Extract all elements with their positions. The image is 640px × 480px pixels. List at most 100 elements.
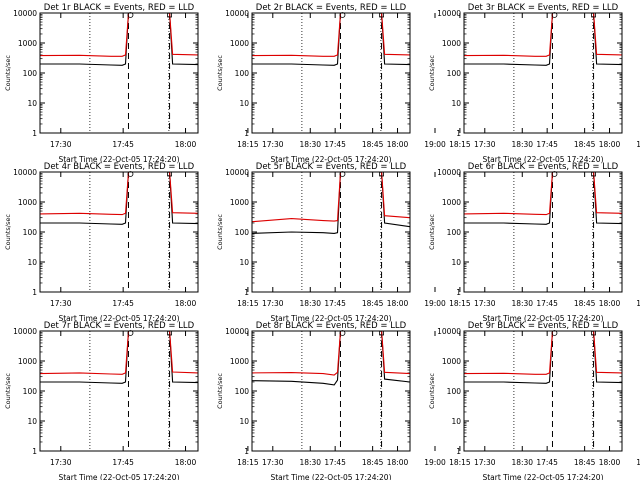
x-tick-label: 18:45 xyxy=(574,140,596,149)
y-axis-label: Counts/sec xyxy=(216,214,224,250)
x-tick-label: 18:00 xyxy=(387,458,409,467)
y-tick-label: 10000 xyxy=(225,9,249,18)
x-tick-label: 17:45 xyxy=(112,299,134,308)
y-tick-label: 1000 xyxy=(18,198,37,207)
x-tick-label: 19:00 xyxy=(636,299,640,308)
x-tick-label: 17:30 xyxy=(262,140,284,149)
panel-title: Det 9r BLACK = Events, RED = LLD xyxy=(468,321,619,331)
events-line xyxy=(40,171,130,225)
y-tick-label: 1000 xyxy=(442,198,461,207)
detector-panel-2: Det 2r BLACK = Events, RED = LLD Start Ti… xyxy=(216,3,640,164)
y-tick-label: 10 xyxy=(27,258,37,267)
x-axis-label: Start Time (22-Oct-05 17:24:20) xyxy=(270,155,391,164)
events-line xyxy=(252,12,342,66)
plot-frame xyxy=(251,171,411,293)
lld-line xyxy=(463,330,554,375)
y-tick-label: 1 xyxy=(244,129,249,138)
y-tick-label: 10000 xyxy=(13,327,37,336)
x-tick-label: 17:45 xyxy=(324,299,346,308)
y-tick-label: 1000 xyxy=(18,39,37,48)
panel-title: Det 4r BLACK = Events, RED = LLD xyxy=(44,162,195,172)
detector-panel-5: Det 5r BLACK = Events, RED = LLD Start Ti… xyxy=(216,162,640,323)
lld-line xyxy=(381,12,411,56)
x-tick-label: 17:30 xyxy=(50,458,72,467)
y-tick-label: 10000 xyxy=(13,168,37,177)
lld-line xyxy=(169,12,199,56)
y-tick-label: 10 xyxy=(239,417,249,426)
events-line xyxy=(169,171,199,225)
y-tick-label: 10 xyxy=(27,417,37,426)
panel-title: Det 8r BLACK = Events, RED = LLD xyxy=(256,321,407,331)
y-tick-label: 1 xyxy=(244,288,249,297)
lld-line xyxy=(251,12,342,57)
x-tick-label: 17:30 xyxy=(474,299,496,308)
x-tick-label: 17:30 xyxy=(50,140,72,149)
events-line xyxy=(464,330,554,384)
x-tick-label: 18:30 xyxy=(299,140,321,149)
x-tick-label: 17:45 xyxy=(112,140,134,149)
x-tick-label: 18:45 xyxy=(574,299,596,308)
y-tick-label: 10 xyxy=(239,258,249,267)
x-tick-label: 18:15 xyxy=(237,299,259,308)
y-tick-label: 1 xyxy=(456,129,461,138)
plot-frame xyxy=(39,12,199,134)
detector-panel-7: Det 7r BLACK = Events, RED = LLD Start Ti… xyxy=(4,321,446,480)
y-tick-label: 1 xyxy=(32,129,37,138)
x-axis-label: Start Time (22-Oct-05 17:24:20) xyxy=(58,314,179,323)
x-tick-label: 18:30 xyxy=(299,299,321,308)
x-tick-label: 17:30 xyxy=(50,299,72,308)
y-tick-label: 10 xyxy=(27,99,37,108)
y-axis-label: Counts/sec xyxy=(428,373,436,409)
lld-line xyxy=(593,12,623,56)
y-tick-label: 10000 xyxy=(437,327,461,336)
y-tick-label: 100 xyxy=(447,387,462,396)
x-axis-label: Start Time (22-Oct-05 17:24:20) xyxy=(482,314,603,323)
panel-title: Det 1r BLACK = Events, RED = LLD xyxy=(44,3,195,13)
y-axis-label: Counts/sec xyxy=(4,55,12,91)
x-tick-label: 18:15 xyxy=(237,140,259,149)
y-tick-label: 10000 xyxy=(13,9,37,18)
events-line xyxy=(593,12,623,66)
x-axis-label: Start Time (22-Oct-05 17:24:20) xyxy=(58,155,179,164)
plot-frame xyxy=(463,171,623,293)
plot-frame xyxy=(463,12,623,134)
x-tick-label: 19:00 xyxy=(424,458,446,467)
x-tick-label: 18:00 xyxy=(599,140,621,149)
events-line xyxy=(251,171,342,234)
x-tick-label: 18:15 xyxy=(449,458,471,467)
y-tick-label: 100 xyxy=(23,387,38,396)
y-tick-label: 1 xyxy=(456,288,461,297)
x-tick-label: 18:45 xyxy=(362,299,384,308)
panel-title: Det 2r BLACK = Events, RED = LLD xyxy=(256,3,407,13)
x-tick-label: 18:00 xyxy=(175,458,197,467)
lld-line xyxy=(39,12,130,57)
detector-panel-9: Det 9r BLACK = Events, RED = LLD Start Ti… xyxy=(428,321,623,480)
y-axis-label: Counts/sec xyxy=(4,373,12,409)
detector-panel-8: Det 8r BLACK = Events, RED = LLD Start Ti… xyxy=(216,321,640,480)
lld-line xyxy=(381,330,411,375)
events-line xyxy=(464,12,554,66)
y-tick-label: 10000 xyxy=(437,168,461,177)
events-line xyxy=(381,12,411,66)
lld-line xyxy=(169,171,199,214)
y-tick-label: 1000 xyxy=(230,357,249,366)
x-tick-label: 18:00 xyxy=(599,299,621,308)
x-tick-label: 19:00 xyxy=(636,140,640,149)
events-line xyxy=(381,330,411,383)
plot-frame xyxy=(251,330,411,452)
lld-line xyxy=(39,330,130,375)
lld-line xyxy=(251,171,342,223)
x-axis-label: Start Time (22-Oct-05 17:24:20) xyxy=(58,473,179,480)
y-tick-label: 10000 xyxy=(437,9,461,18)
y-axis-label: Counts/sec xyxy=(216,373,224,409)
y-tick-label: 1 xyxy=(32,447,37,456)
x-tick-label: 17:45 xyxy=(324,458,346,467)
events-line xyxy=(169,12,199,66)
events-line xyxy=(593,171,623,225)
panel-title: Det 6r BLACK = Events, RED = LLD xyxy=(468,162,619,172)
lld-line xyxy=(463,171,554,216)
lld-line xyxy=(463,12,554,57)
x-tick-label: 18:30 xyxy=(299,458,321,467)
y-tick-label: 1 xyxy=(32,288,37,297)
y-tick-label: 1000 xyxy=(442,39,461,48)
